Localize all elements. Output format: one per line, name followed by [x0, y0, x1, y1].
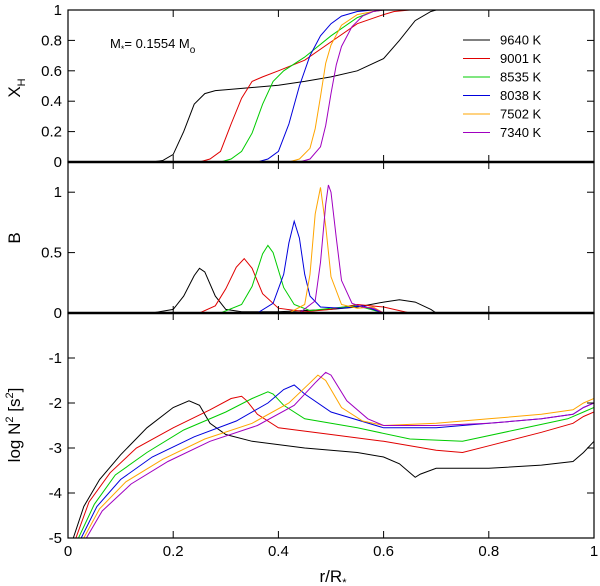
- series-logn2-8535k: [78, 391, 594, 538]
- ytick-label-xh: 1: [54, 2, 62, 19]
- panel-frame-b: [67, 161, 595, 314]
- ytick-label-xh: 0.2: [41, 124, 62, 141]
- series-b-9001k: [199, 257, 411, 313]
- ytick-label-xh: 0.8: [41, 32, 62, 49]
- ytick-label-logn2: -5: [49, 530, 62, 547]
- ytick-label-logn2: -1: [49, 350, 62, 367]
- panel-frame-logn2: [67, 312, 595, 539]
- x-axis-label: r/R*: [320, 567, 348, 586]
- xtick-label: 0.2: [163, 543, 184, 560]
- svg-text:log N2 [s2]: log N2 [s2]: [4, 388, 24, 463]
- series-xh-9640k: [152, 10, 437, 162]
- series-logn2-9640k: [72, 400, 594, 538]
- ytick-label-b: 1: [54, 184, 62, 201]
- ytick-label-b: 0: [54, 305, 62, 322]
- series-logn2-7340k: [85, 371, 594, 538]
- series-b-7502k: [288, 187, 384, 313]
- svg-text:B: B: [5, 232, 24, 243]
- series-logn2-7502k: [83, 374, 594, 538]
- ytick-label-xh: 0.4: [41, 93, 62, 110]
- series-xh-9001k: [199, 10, 410, 162]
- ytick-label-logn2: -2: [49, 395, 62, 412]
- series-xh-8038k: [257, 10, 384, 162]
- legend-label: 7340 K: [500, 125, 542, 140]
- series-b-9640k: [152, 267, 437, 313]
- legend-label: 8535 K: [500, 70, 542, 85]
- ytick-label-xh: 0.6: [41, 63, 62, 80]
- xtick-label: 1: [590, 543, 598, 560]
- xtick-label: 0.4: [268, 543, 289, 560]
- ytick-label-b: 0.5: [41, 245, 62, 262]
- legend-label: 9640 K: [500, 33, 542, 48]
- mass-annotation: M*= 0.1554 Mo: [110, 36, 196, 56]
- panels-group: 0 0.2 0.4 0.6 0.8 1 0 0.5 1 -5 -4 -3 -2 -1 0 0.2 0.4 0.6 0…: [41, 2, 598, 560]
- series-xh-7502k: [288, 10, 384, 162]
- xtick-label: 0: [64, 543, 72, 560]
- xtick-label: 0.8: [478, 543, 499, 560]
- svg-text:XH: XH: [5, 78, 28, 97]
- y-label-logn2: log N2 [s2]: [4, 388, 24, 463]
- y-label-xh: XH: [5, 78, 28, 97]
- ytick-label-logn2: -4: [49, 485, 62, 502]
- series-xh-7340k: [299, 10, 384, 162]
- xtick-label: 0.6: [373, 543, 394, 560]
- series-logn2-9001k: [75, 395, 594, 538]
- legend-label: 7502 K: [500, 107, 542, 122]
- legend-label: 8038 K: [500, 88, 542, 103]
- series-logn2-8038k: [80, 384, 594, 538]
- y-label-b: B: [5, 232, 24, 243]
- series-b-7340k: [299, 184, 384, 313]
- series-xh-8535k: [220, 10, 384, 162]
- legend-label: 9001 K: [500, 51, 542, 66]
- ytick-label-logn2: -3: [49, 440, 62, 457]
- legend: 9640 K 9001 K 8535 K 8038 K 7502 K 7340 K: [463, 33, 542, 140]
- ytick-label-xh: 0: [54, 154, 62, 171]
- series-b-8038k: [257, 219, 384, 313]
